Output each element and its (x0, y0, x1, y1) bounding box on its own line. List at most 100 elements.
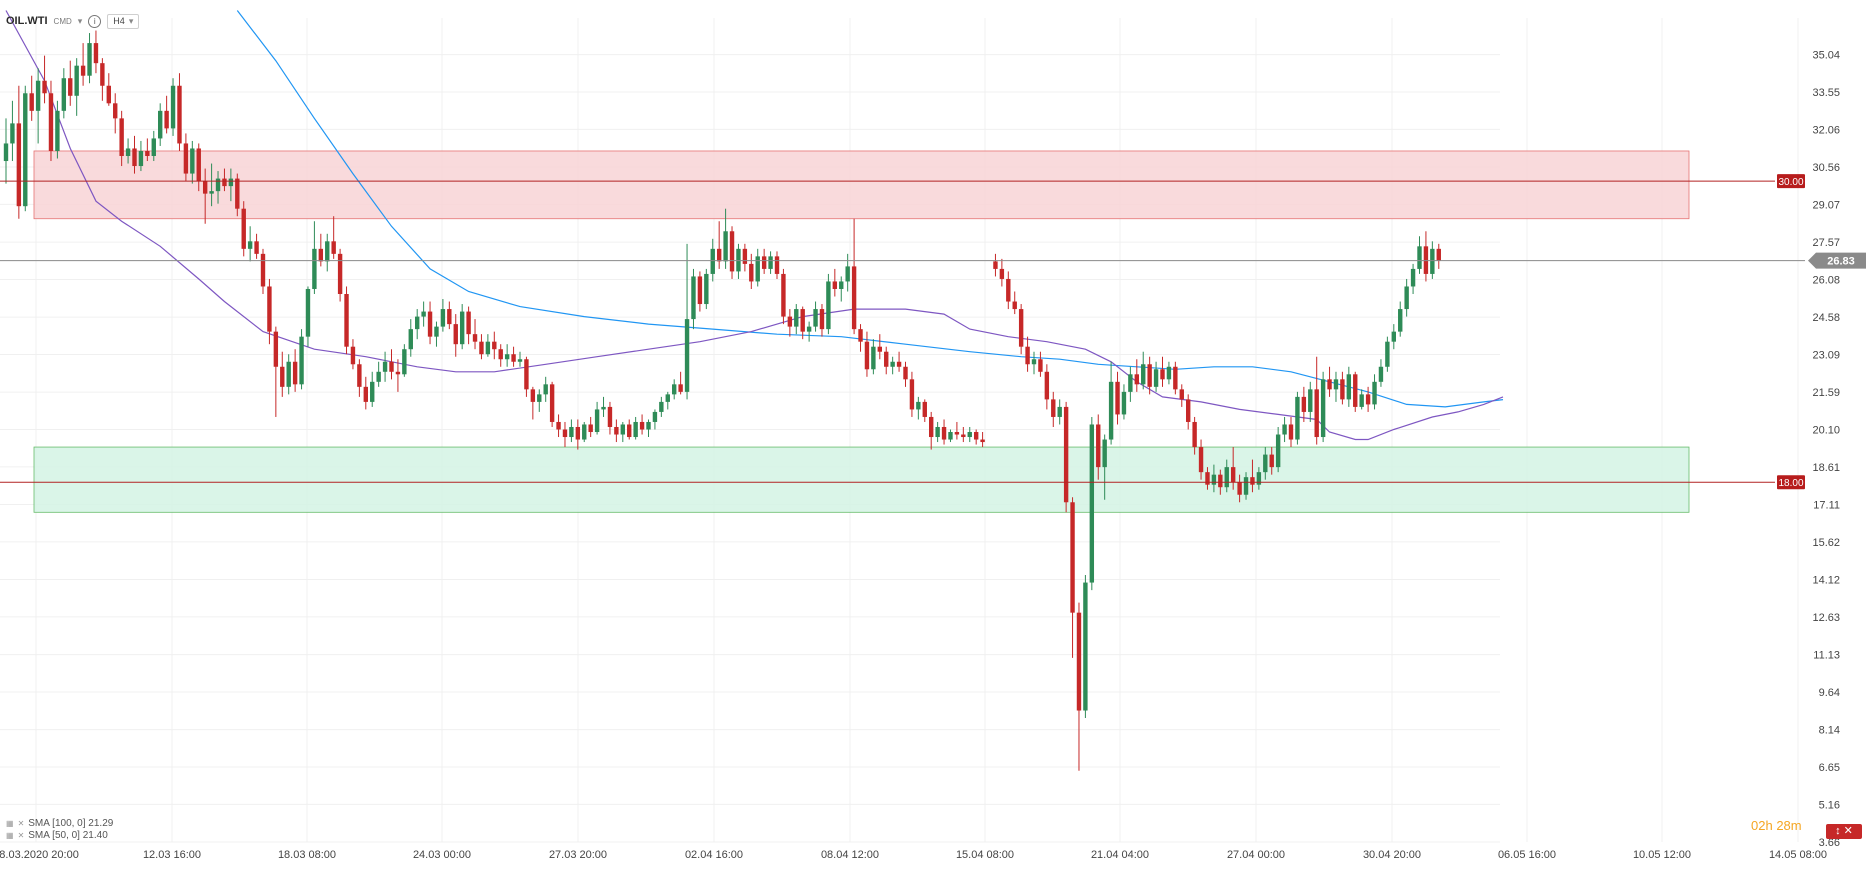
x-tick-label: 14.05 08:00 (1769, 849, 1827, 861)
x-tick-label: 15.04 08:00 (956, 849, 1014, 861)
y-tick-label: 12.63 (1812, 612, 1840, 624)
candle-down (1070, 502, 1075, 613)
candle-down (1436, 248, 1441, 261)
candle-down (697, 276, 703, 305)
x-tick-label: 27.04 00:00 (1227, 849, 1285, 861)
candle-down (1115, 381, 1120, 415)
candle-up (826, 281, 831, 330)
candle-up (1372, 381, 1377, 405)
remove-icon[interactable]: ✕ (17, 819, 25, 828)
candle-up (659, 401, 664, 412)
candle-up (440, 309, 446, 327)
candle-down (614, 426, 619, 435)
indicator-legend: ▦ ✕ SMA [100, 0] 21.29 ▦ ✕ SMA [50, 0] 2… (6, 818, 113, 842)
candle-down (1063, 406, 1069, 503)
resistance-zone (33, 150, 1690, 220)
info-icon[interactable]: i (88, 14, 102, 28)
candle-down (498, 349, 503, 360)
candle-down (980, 439, 985, 443)
y-tick-label: 20.10 (1812, 424, 1840, 436)
candle-down (68, 78, 73, 96)
candle-down (1365, 394, 1371, 405)
candle-down (363, 386, 368, 402)
candle-down (999, 268, 1005, 279)
candle-down (472, 334, 478, 342)
candle-up (517, 359, 523, 362)
candle-up (537, 394, 542, 402)
candle-up (1108, 381, 1114, 440)
candle-down (100, 63, 105, 86)
candle-up (594, 409, 600, 433)
candle-up (415, 316, 420, 330)
candle-up (871, 346, 876, 370)
candle-up (967, 432, 972, 438)
candle-up (1153, 369, 1159, 387)
candle-up (190, 148, 195, 174)
candle-up (1256, 472, 1262, 485)
candle-up (1404, 286, 1409, 310)
candle-down (1250, 477, 1255, 485)
remove-icon[interactable]: ✕ (17, 831, 25, 840)
candle-down (1051, 399, 1056, 417)
candle-down (742, 248, 748, 264)
candle-up (569, 426, 574, 438)
support-price-tag: 18.00 (1778, 478, 1803, 489)
chevron-down-icon[interactable]: ▾ (77, 15, 83, 26)
timeframe-selector[interactable]: H4 ▾ (107, 13, 140, 29)
countdown-hours: 02h (1751, 818, 1773, 833)
legend-row-sma100[interactable]: ▦ ✕ SMA [100, 0] 21.29 (6, 818, 113, 830)
candle-up (916, 401, 921, 410)
candle-down (1179, 389, 1184, 400)
candle-up (839, 281, 844, 289)
candle-down (466, 311, 471, 335)
candle-down (530, 389, 536, 402)
candle-up (1398, 309, 1403, 332)
settings-icon[interactable]: ▦ (6, 831, 14, 840)
candle-up (61, 78, 67, 111)
candle-up (1089, 424, 1095, 583)
candle-down (395, 371, 401, 375)
x-tick-label: 30.04 20:00 (1363, 849, 1421, 861)
settings-icon[interactable]: ▦ (6, 819, 14, 828)
candle-down (511, 354, 516, 362)
grid (0, 18, 1799, 843)
candle-up (1224, 467, 1229, 488)
x-tick-label: 06.05 16:00 (1498, 849, 1556, 861)
candle-up (543, 384, 548, 395)
candle-down (389, 361, 394, 372)
candle-up (1410, 268, 1416, 287)
candle-down (318, 248, 324, 262)
candle-up (312, 248, 317, 289)
candle-up (3, 143, 9, 162)
candle-up (1346, 374, 1352, 400)
candle-up (158, 110, 163, 139)
candle-down (280, 366, 285, 387)
close-icon: ↕ ✕ (1835, 825, 1853, 837)
symbol-name[interactable]: OIL.WTI (6, 15, 48, 27)
candle-up (504, 354, 510, 360)
candle-down (1096, 424, 1101, 468)
candle-up (890, 361, 895, 367)
legend-row-sma50[interactable]: ▦ ✕ SMA [50, 0] 21.40 (6, 830, 113, 842)
candle-up (1263, 454, 1268, 473)
candle-down (993, 261, 998, 269)
candle-down (222, 178, 227, 187)
candle-down (350, 346, 356, 365)
sma50-line (5, 10, 1504, 441)
candle-up (247, 241, 253, 249)
candle-up (691, 276, 696, 320)
candle-down (183, 143, 189, 174)
support-zone (33, 446, 1690, 513)
close-button[interactable]: ↕ ✕ (1826, 824, 1862, 839)
candle-down (177, 85, 182, 144)
candle-up (665, 394, 670, 402)
candle-up (170, 85, 176, 129)
candle-up (646, 421, 651, 430)
y-tick-label: 27.57 (1812, 237, 1840, 249)
y-tick-label: 5.16 (1819, 799, 1840, 811)
candle-down (1198, 447, 1204, 473)
current-price-tag: 26.83 (1827, 256, 1855, 268)
candle-up (370, 381, 375, 402)
